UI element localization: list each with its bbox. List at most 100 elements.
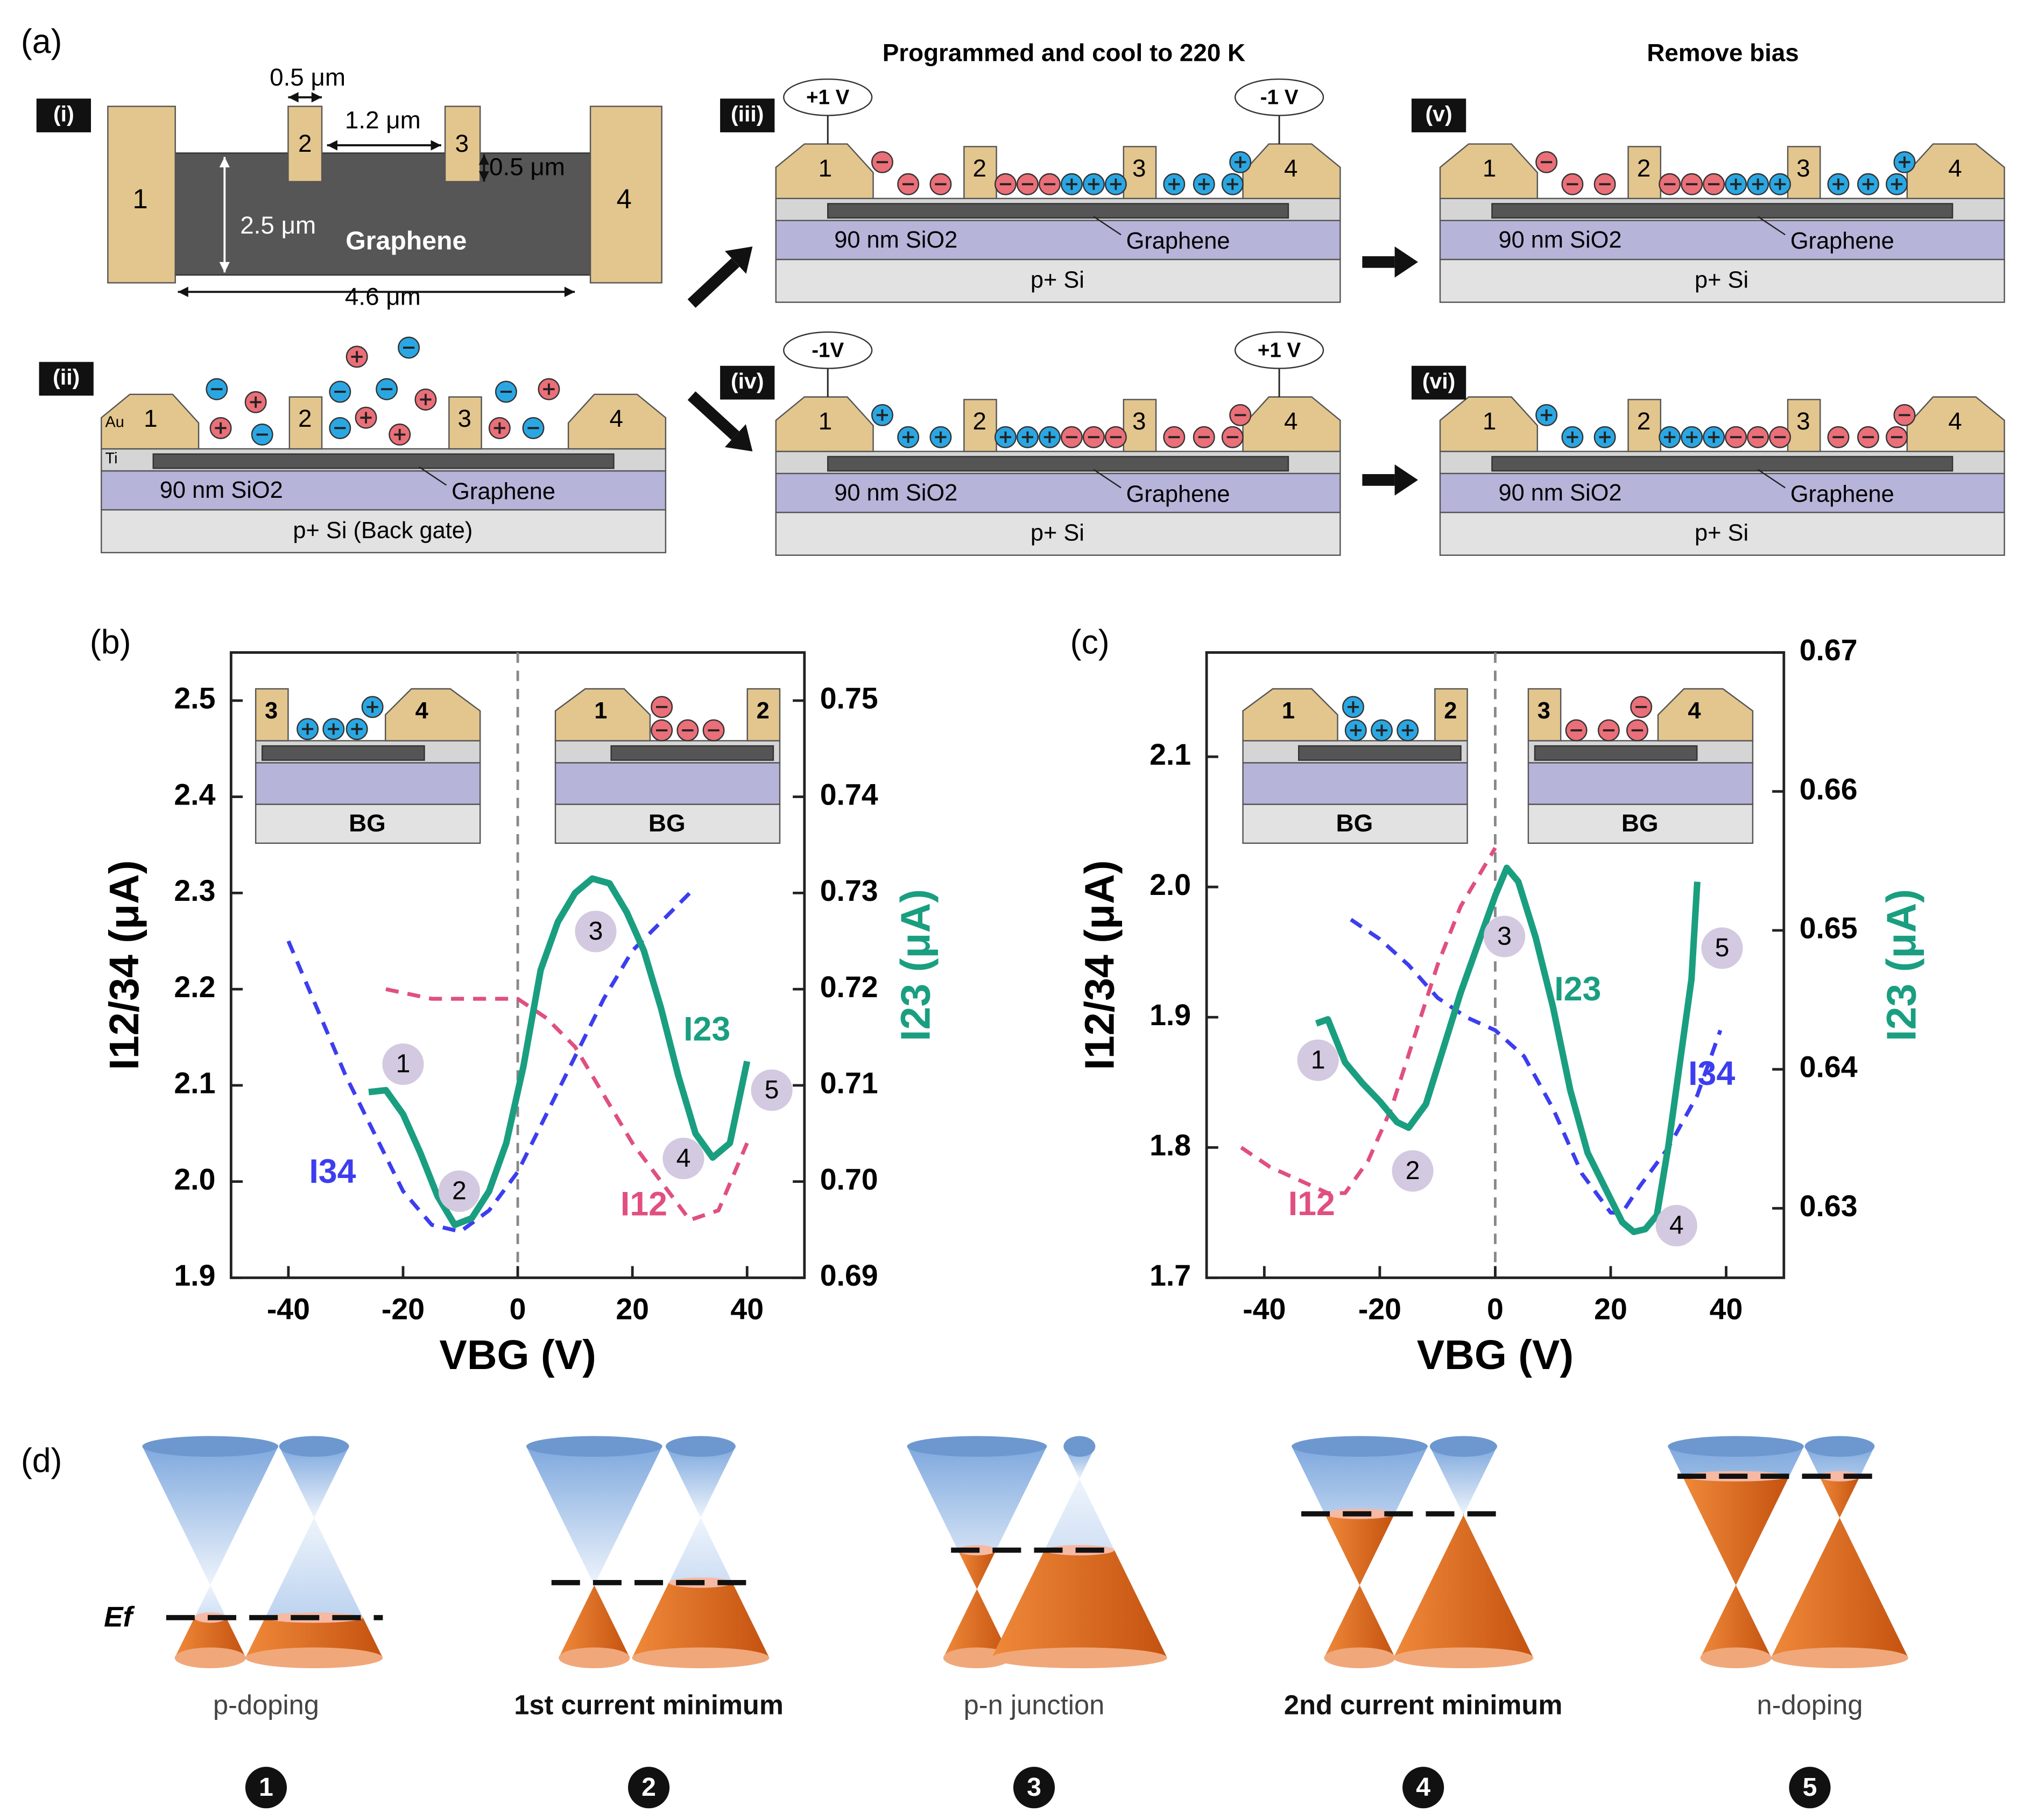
electrode: [1906, 143, 2005, 200]
y-tick-label: 1.9: [174, 1259, 215, 1292]
cone-bottom: [1324, 1647, 1395, 1668]
annotation-marker: [662, 1138, 704, 1180]
electrode-label: 4: [1948, 154, 1962, 182]
y-tick-label: 2.0: [174, 1162, 215, 1196]
electrode-label: 3: [1796, 407, 1810, 435]
inset-electrode-label: 4: [1688, 698, 1701, 724]
electrode-label: 2: [1637, 154, 1651, 182]
annotation-marker: [1392, 1150, 1434, 1192]
y-tick-label: 2.0: [1149, 868, 1191, 901]
leader-line: [1757, 216, 1786, 236]
cone-bottom: [632, 1647, 770, 1668]
series-line: [1240, 846, 1497, 1195]
x-tick-label: 40: [730, 1293, 764, 1326]
cone-top: [1063, 1436, 1096, 1457]
inset-oxide: [1242, 762, 1468, 805]
electrode: [1123, 399, 1157, 453]
electrode: [567, 393, 667, 450]
x-tick-label: -20: [382, 1293, 425, 1326]
arrow-head: [724, 246, 753, 274]
panel-label: (b): [90, 624, 131, 661]
y2-tick-label: 0.70: [820, 1162, 878, 1196]
fermi-label: Ef: [104, 1601, 135, 1633]
panel-label: (a): [21, 23, 62, 61]
arrow-head: [178, 286, 188, 298]
series-label: I34: [309, 1153, 356, 1190]
substrate-label: p+ Si: [1031, 267, 1084, 293]
graphene: [1491, 456, 1954, 472]
x-tick-label: -20: [1358, 1293, 1401, 1326]
annotation-label: 1: [1311, 1045, 1325, 1074]
graphene: [1491, 203, 1954, 219]
inset-graphene: [261, 745, 425, 761]
state-caption: 1st current minimum: [514, 1690, 784, 1720]
annotation-label: 4: [676, 1144, 691, 1173]
process-arrow: [687, 391, 739, 440]
bias-bubble: [783, 78, 873, 116]
dimension-label: 4.6 μm: [345, 283, 421, 311]
oxide-label: 90 nm SiO2: [834, 227, 957, 253]
arrow-head: [288, 92, 299, 103]
filled-states: [1682, 1476, 1789, 1585]
inset-electrode: [1527, 688, 1562, 742]
electrode-label: 2: [298, 405, 312, 432]
state-number: 5: [1803, 1773, 1817, 1802]
state-number: 2: [641, 1773, 656, 1802]
series-line: [286, 891, 692, 1234]
inset-oxide: [255, 762, 481, 805]
oxide-label: 90 nm SiO2: [834, 480, 957, 506]
cone-top: [1292, 1436, 1428, 1457]
substrate-label: p+ Si (Back gate): [293, 518, 472, 544]
cone-top: [1429, 1436, 1497, 1457]
electrode-label: 3: [1132, 154, 1146, 182]
electrode: [1242, 396, 1341, 453]
leader-line: [1093, 469, 1122, 489]
inset-electrode-label: 2: [1444, 698, 1457, 724]
annotation-label: 1: [396, 1049, 411, 1078]
graphene-channel: [174, 152, 591, 276]
electrode-label: 4: [1284, 154, 1297, 182]
electrode-label: 3: [458, 405, 471, 432]
heading: Programmed and cool to 220 K: [883, 39, 1245, 66]
state-badge: [1402, 1767, 1444, 1809]
series-line: [1315, 864, 1701, 1236]
state-number: 3: [1027, 1773, 1041, 1802]
filled-states: [957, 1550, 996, 1589]
series-label: I12: [1288, 1185, 1335, 1223]
annotation-marker: [1297, 1039, 1339, 1081]
inset-electrode-label: 1: [1282, 698, 1295, 724]
graphene: [152, 453, 615, 469]
tag: (iv): [731, 369, 764, 393]
electrode: [1439, 143, 1538, 200]
inset-gate-label: BG: [1621, 809, 1659, 837]
arrow-head: [1394, 246, 1419, 278]
tag-box: [720, 365, 775, 400]
graphene-label: Graphene: [1790, 481, 1894, 507]
x-tick-label: 20: [616, 1293, 649, 1326]
x-tick-label: -40: [1243, 1293, 1286, 1326]
electrode: [963, 146, 997, 200]
graphene: [827, 456, 1289, 472]
electrode-label: 1: [819, 154, 832, 182]
arrow-head: [311, 92, 322, 103]
electrode: [1242, 143, 1341, 200]
dimension-label: 2.5 μm: [240, 211, 316, 239]
bias-bubble: [1234, 331, 1324, 369]
graphene-label: Graphene: [1126, 481, 1230, 507]
tag: (i): [53, 101, 74, 126]
electrode: [288, 396, 323, 450]
state-number: 1: [259, 1773, 273, 1802]
y2-tick-label: 0.69: [820, 1259, 878, 1292]
electrode-label: 4: [1284, 407, 1297, 435]
oxide-label: 90 nm SiO2: [1498, 227, 1621, 253]
filled-states: [1819, 1476, 1860, 1518]
arrow-head: [327, 140, 338, 151]
oxide: [775, 220, 1341, 260]
cone-top: [1804, 1436, 1875, 1457]
arrow-head: [724, 424, 753, 452]
electrode-label: 2: [972, 154, 986, 182]
electrode: [1787, 146, 1821, 200]
electrode: [775, 396, 874, 453]
filled-states: [1324, 1585, 1395, 1658]
